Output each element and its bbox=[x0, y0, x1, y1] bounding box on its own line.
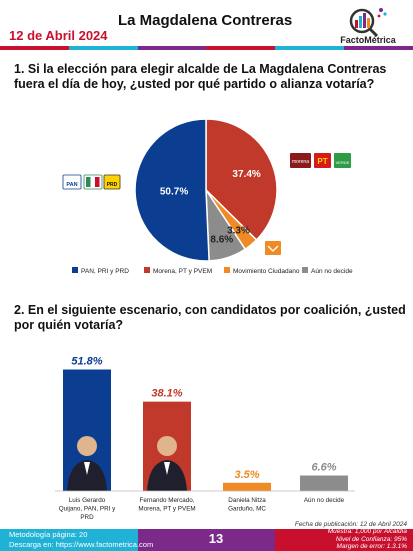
footer-right: Muestra: 1,000 por Alcaldía Nivel de Con… bbox=[328, 528, 407, 551]
methodology-text: Metodología página: 20 bbox=[9, 530, 88, 539]
candidate-1-portrait-collar bbox=[84, 462, 90, 475]
pie-slice-1 bbox=[205, 118, 278, 241]
prd-logo-text: PRD bbox=[107, 182, 118, 188]
download-link[interactable]: Descarga en: https://www.factometrica.co… bbox=[9, 539, 154, 549]
candidate-1-portrait-body bbox=[67, 460, 107, 491]
header-color-bar bbox=[0, 46, 413, 50]
bar-value-0: 51.8% bbox=[71, 356, 102, 368]
verde-logo-icon bbox=[334, 153, 351, 168]
bar-category-0-line-2: PRD bbox=[80, 514, 94, 521]
legend-swatch-2 bbox=[224, 267, 230, 273]
prd-logo-icon bbox=[103, 174, 121, 190]
bar-category-2-line-1: Garduño, MC bbox=[228, 506, 266, 513]
bar-category-3-line-0: Aún no decide bbox=[304, 497, 345, 504]
bar-value-3: 6.6% bbox=[311, 462, 336, 474]
legend-label-2: Movimiento Ciudadano bbox=[233, 268, 300, 275]
bar-category-1-line-1: Morena, PT y PVEM bbox=[138, 506, 195, 513]
brand-logo: FactoMétrica bbox=[329, 4, 407, 46]
pt-logo-icon bbox=[314, 153, 331, 168]
sample-text: Muestra: 1,000 por Alcaldía bbox=[327, 528, 407, 535]
legend-label-0: PAN, PRI y PRD bbox=[81, 268, 129, 275]
pri-red-icon bbox=[95, 177, 100, 187]
pt-logo-text: PT bbox=[317, 157, 327, 166]
candidate-1-portrait-head bbox=[77, 436, 97, 456]
pri-green-icon bbox=[86, 177, 91, 187]
legend-label-1: Morena, PT y PVEM bbox=[153, 268, 212, 275]
report-date: 12 de Abril 2024 bbox=[9, 28, 108, 43]
brand-name: FactoMétrica bbox=[340, 35, 396, 45]
footer-left: Metodología página: 20 Descarga en: http… bbox=[9, 530, 153, 549]
margin-text: Margen de error: 1.3.1% bbox=[336, 543, 407, 550]
mc-logo-icon bbox=[265, 241, 281, 255]
bar-category-1-line-0: Fernando Mercado, bbox=[140, 497, 195, 504]
bar-category-0-line-1: Quijano, PAN, PRI y bbox=[59, 506, 116, 513]
bar-3 bbox=[300, 475, 348, 491]
bar-category-0-line-0: Luis Gerardo bbox=[69, 497, 106, 504]
bar-2 bbox=[223, 482, 271, 491]
morena-logo-text: morena bbox=[292, 159, 309, 165]
legend-label-3: Aún no decide bbox=[311, 268, 353, 275]
mc-logo-mark-icon bbox=[267, 245, 279, 252]
pie-label-1: 37.4% bbox=[232, 169, 260, 180]
pan-logo-icon bbox=[62, 174, 82, 190]
pie-label-2: 3.3% bbox=[227, 225, 250, 236]
morena-logo-icon bbox=[290, 153, 311, 168]
pie-label-0: 50.7% bbox=[160, 187, 188, 198]
legend-swatch-0 bbox=[72, 267, 78, 273]
page-number: 13 bbox=[208, 531, 224, 546]
bar-category-2-line-0: Daniela Nitza bbox=[228, 497, 266, 504]
legend-swatch-3 bbox=[302, 267, 308, 273]
candidate-1-portrait bbox=[67, 436, 107, 491]
verde-logo-text: VERDE bbox=[336, 160, 350, 165]
brand-chart-icon bbox=[349, 8, 387, 38]
legend-swatch-1 bbox=[144, 267, 150, 273]
publication-date: Fecha de publicación: 12 de Abril 2024 bbox=[294, 521, 407, 528]
pan-logo-text: PAN bbox=[66, 182, 77, 188]
candidate-2-portrait bbox=[147, 436, 187, 491]
page-title: La Magdalena Contreras bbox=[118, 12, 293, 29]
pie-label-3: 8.6% bbox=[210, 235, 233, 246]
bar-value-2: 3.5% bbox=[234, 469, 259, 481]
confidence-text: Nivel de Confianza: 95% bbox=[335, 535, 407, 543]
bar-value-1: 38.1% bbox=[151, 388, 182, 400]
candidate-2-portrait-body bbox=[147, 460, 187, 491]
question-2: 2. En el siguiente escenario, con candid… bbox=[14, 303, 406, 332]
pie-slice-0 bbox=[134, 118, 210, 262]
candidate-2-portrait-head bbox=[157, 436, 177, 456]
footer-bar bbox=[0, 529, 413, 551]
question-1: 1. Si la elección para elegir alcalde de… bbox=[14, 62, 387, 91]
candidate-2-portrait-collar bbox=[164, 462, 170, 475]
